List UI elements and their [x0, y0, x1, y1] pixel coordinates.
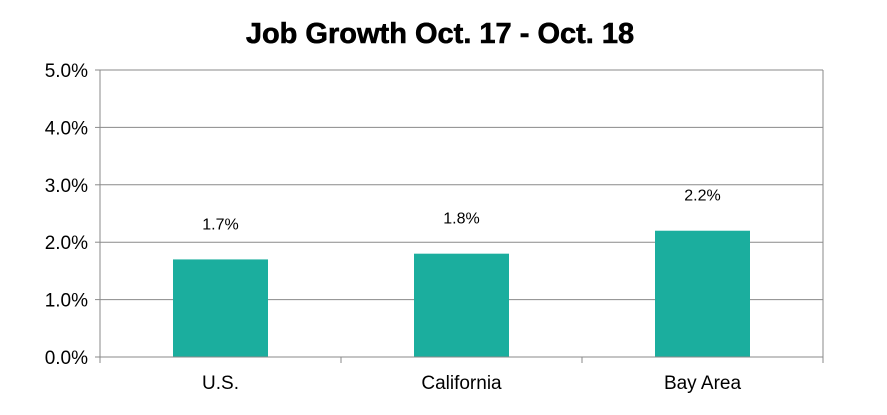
- bars: [173, 230, 750, 357]
- bar: [655, 230, 750, 357]
- data-label: 2.2%: [684, 188, 720, 205]
- labels: 0.0% 1.0% 2.0% 3.0% 4.0% 5.0% 1.7% U.S. 1.8% Cali…: [45, 61, 742, 394]
- data-label: 1.8%: [443, 211, 479, 228]
- x-tick-label: Bay Area: [664, 373, 742, 394]
- y-tick-label: 1.0%: [45, 291, 88, 312]
- y-tick-label: 5.0%: [45, 61, 88, 82]
- bar: [173, 259, 268, 357]
- y-tick-label: 2.0%: [45, 233, 88, 254]
- bar: [414, 253, 509, 357]
- y-tick-label: 4.0%: [45, 118, 88, 139]
- data-label: 1.7%: [202, 216, 238, 233]
- chart-title: Job Growth Oct. 17 - Oct. 18: [246, 18, 634, 50]
- x-tick-label: U.S.: [202, 373, 239, 394]
- axes: [95, 69, 824, 363]
- y-tick-label: 0.0%: [45, 348, 88, 369]
- y-tick-label: 3.0%: [45, 176, 88, 197]
- x-tick-label: California: [421, 373, 502, 394]
